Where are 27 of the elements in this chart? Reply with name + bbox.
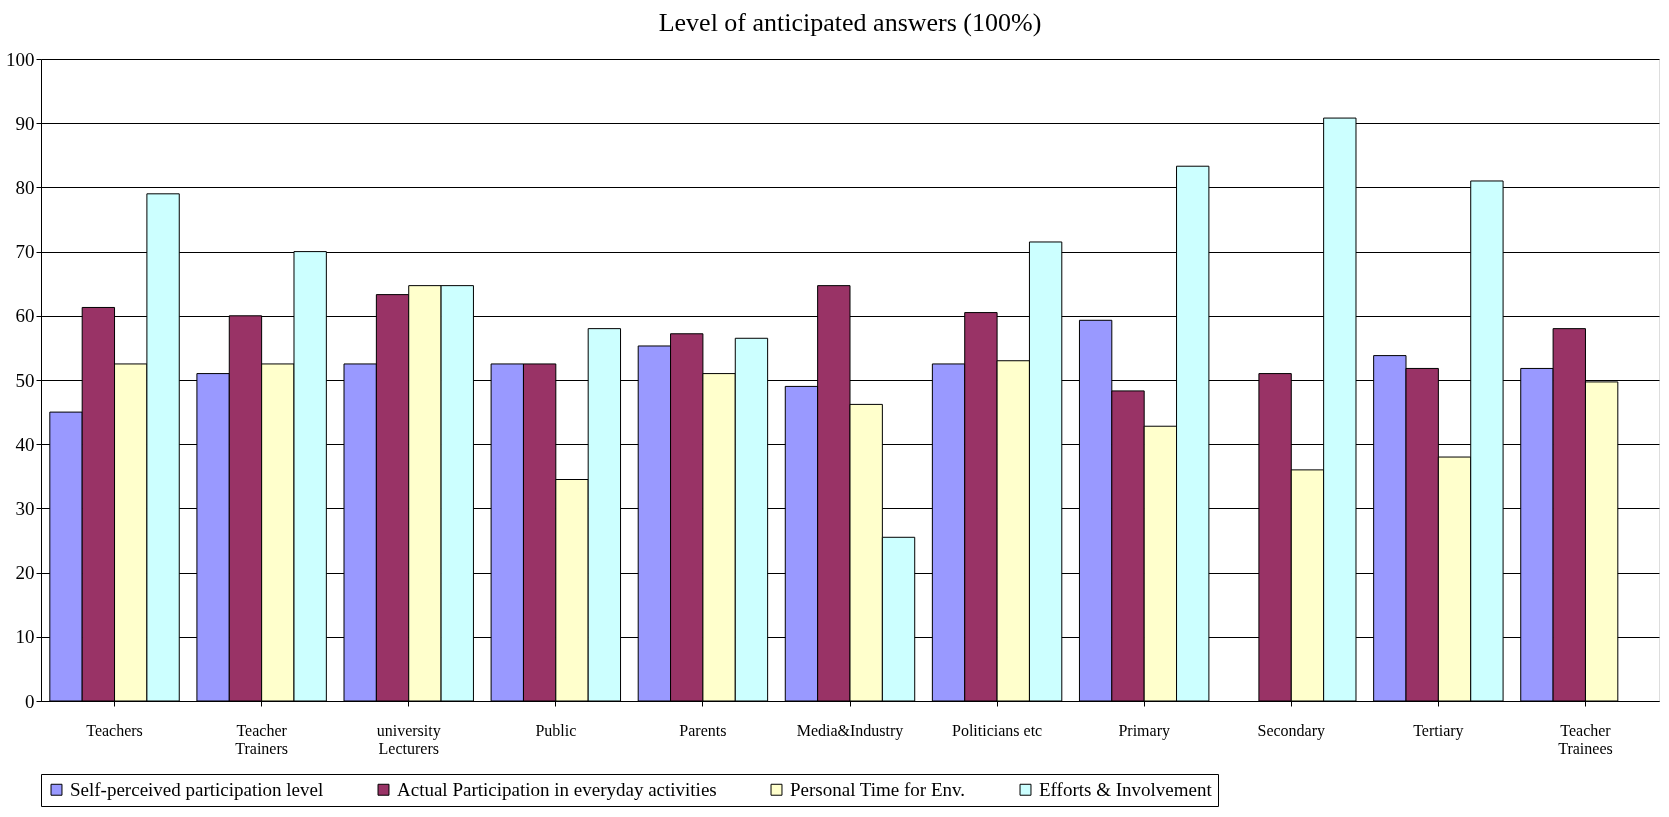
legend-label: Personal Time for Env.: [790, 778, 966, 800]
y-tick-label: 60: [15, 305, 35, 327]
y-tick-label: 80: [15, 176, 35, 198]
x-tick-label: Media&Industry: [796, 721, 904, 740]
x-tick-label: university Lecturers: [376, 721, 441, 757]
y-tick-label: 10: [15, 626, 35, 648]
y-tick-label: 20: [15, 562, 35, 584]
legend-label: Actual Participation in everyday activities: [397, 778, 717, 800]
x-tick-label: Tertiary: [1413, 721, 1464, 740]
y-tick-label: 30: [15, 497, 35, 519]
x-tick-label: Teacher Trainees: [1558, 721, 1613, 757]
y-tick-label: 0: [25, 690, 35, 712]
y-tick-label: 90: [15, 112, 35, 134]
y-tick-label: 70: [15, 241, 35, 263]
chart-title: Level of anticipated answers (100%): [658, 8, 1042, 37]
x-tick-label: Teachers: [86, 721, 143, 739]
x-tick-label: Secondary: [1257, 721, 1326, 740]
x-tick-label: Primary: [1118, 721, 1170, 740]
x-tick-label: Parents: [679, 721, 727, 739]
x-tick-label: Public: [535, 721, 577, 739]
y-tick-label: 100: [6, 48, 35, 70]
y-tick-label: 50: [15, 369, 35, 391]
y-tick-label: 40: [15, 433, 35, 455]
x-tick-label: Politicians etc: [951, 721, 1043, 739]
legend-label: Efforts & Involvement: [1039, 778, 1213, 800]
x-tick-label: Teacher Trainers: [235, 721, 289, 757]
legend-label: Self-perceived participation level: [70, 778, 324, 800]
